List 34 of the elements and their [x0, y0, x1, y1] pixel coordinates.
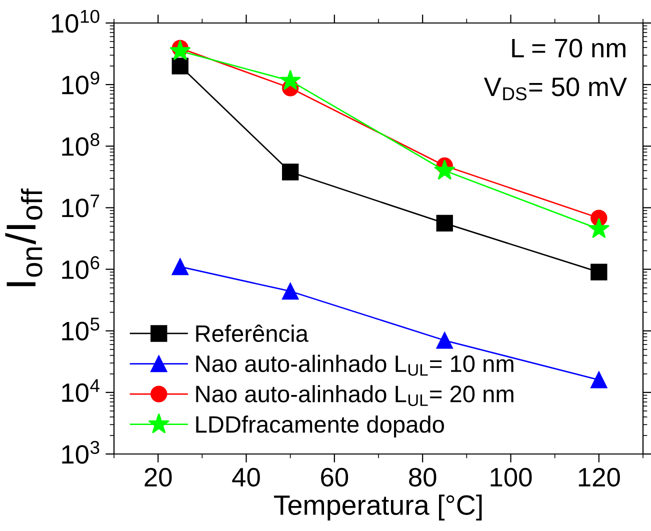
x-tick-label: 100	[490, 468, 532, 487]
legend-label: LDDfracamente dopado	[196, 415, 444, 438]
point	[436, 214, 453, 232]
x-tick-label: 80	[409, 468, 436, 487]
legend-label: Referência	[196, 324, 308, 342]
point	[588, 218, 610, 238]
y-tick-label: 10$^{6}$	[62, 256, 100, 280]
point	[436, 332, 453, 349]
point	[280, 70, 301, 90]
y-axis-title: I$_{on}$/I$_{off}$	[5, 188, 42, 286]
point	[434, 160, 456, 180]
x-tick-label: 40	[232, 468, 260, 487]
x-tick-label: 120	[578, 468, 620, 487]
y-tick-label: 10$^{10}$	[52, 10, 100, 33]
y-tick-label: 10$^{5}$	[62, 318, 100, 340]
annotation: V$_{DS}$= 50 mV	[484, 78, 627, 100]
legend-label: Nao auto-alinhado L$_{UL}$= 10 nm	[196, 354, 514, 376]
point	[172, 258, 188, 276]
x-tick-label: 20	[144, 468, 172, 487]
point	[590, 264, 608, 280]
x-tick-label: 60	[321, 468, 348, 487]
point	[172, 58, 188, 74]
point	[282, 164, 299, 180]
annotation: L = 70 nm	[512, 38, 626, 58]
y-tick-label: 10$^{7}$	[62, 194, 100, 218]
point	[282, 282, 299, 300]
y-tick-label: 10$^{4}$	[62, 379, 100, 402]
y-tick-label: 10$^{3}$	[62, 440, 100, 464]
x-axis-title: Temperatura [°C]	[274, 494, 482, 520]
point	[170, 40, 191, 60]
y-tick-label: 10$^{8}$	[62, 133, 100, 156]
y-tick-label: 10$^{9}$	[62, 71, 100, 94]
point	[590, 372, 608, 388]
legend-label: Nao auto-alinhado L$_{UL}$= 20 nm	[196, 385, 514, 406]
